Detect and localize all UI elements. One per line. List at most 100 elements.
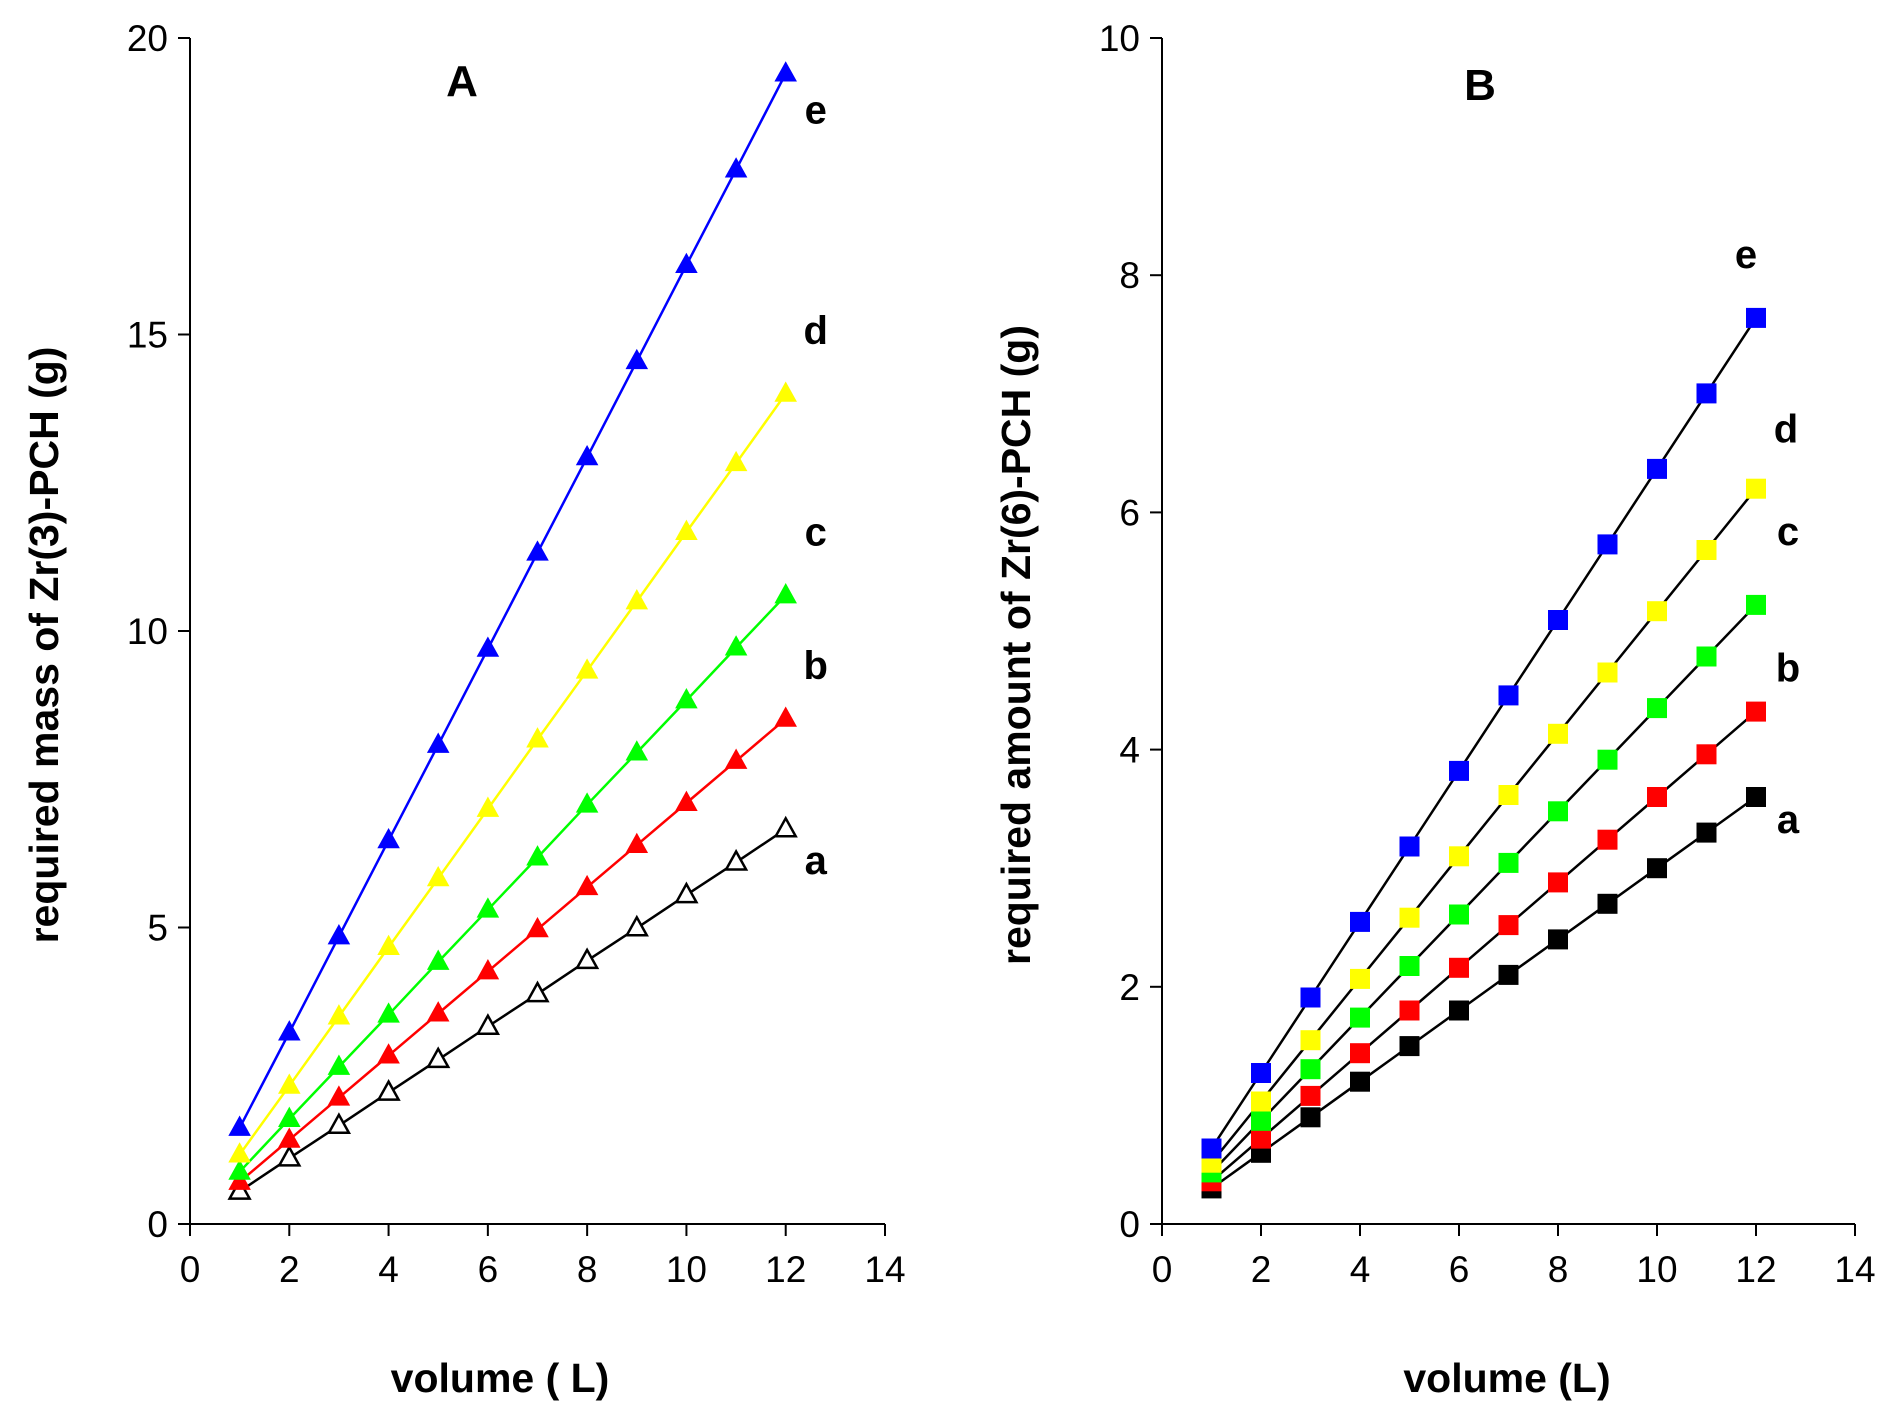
marker-e-6 [476,636,500,657]
marker-b-3 [327,1085,351,1106]
marker-b-4 [377,1043,400,1064]
marker-e-8 [1548,610,1568,630]
x-tick-label: 14 [864,1249,905,1290]
x-tick-label: 6 [1449,1249,1470,1290]
panel-a-y-axis-title: required mass of Zr(3)-PCH (g) [21,347,67,944]
x-tick-label: 6 [478,1249,499,1290]
marker-e-2 [278,1020,301,1041]
marker-e-3 [1300,987,1321,1008]
marker-a-12 [1746,787,1766,807]
y-tick-label: 10 [127,611,168,652]
marker-b-2 [278,1127,301,1148]
marker-e-8 [575,444,599,466]
y-tick-label: 15 [127,315,168,356]
x-tick-label: 10 [666,1249,707,1290]
marker-d-10 [1647,601,1667,622]
marker-d-8 [575,658,599,679]
marker-c-4 [377,1002,400,1023]
marker-d-12 [774,381,797,402]
marker-b-9 [1597,829,1618,850]
marker-a-8 [574,947,600,970]
marker-a-9 [624,914,649,937]
panel-b-series-labels: a b c d e [1735,233,1800,842]
marker-c-12 [1746,594,1766,615]
panel-b-lines [1210,317,1758,1190]
marker-c-10 [675,688,698,709]
marker-e-1 [228,1115,251,1136]
x-tick-label: 4 [1350,1249,1371,1290]
marker-d-6 [1449,846,1469,867]
series-line-d [1210,487,1757,1164]
marker-c-11 [724,635,748,656]
marker-b-5 [1399,1000,1420,1021]
marker-d-9 [625,589,649,610]
marker-a-10 [674,881,699,904]
marker-a-7 [525,980,550,1003]
x-tick-label: 0 [1152,1249,1173,1290]
marker-c-2 [278,1106,301,1127]
marker-c-4 [1350,1007,1370,1028]
marker-e-3 [327,924,351,945]
series-label-e: e [1735,233,1757,277]
marker-e-10 [1647,458,1667,479]
y-tick-label: 4 [1119,730,1140,771]
panel-a-title: A [446,57,478,106]
panel-a: A volume ( L) required mass of Zr(3)-PCH… [21,18,906,1401]
series-label-c: c [805,510,827,554]
panel-b-markers [1201,307,1766,1199]
x-tick-label: 2 [1251,1249,1272,1290]
y-tick-label: 10 [1099,18,1140,59]
marker-d-2 [1251,1091,1271,1112]
marker-b-8 [575,874,599,896]
marker-b-5 [426,1001,450,1022]
marker-d-8 [1548,723,1568,744]
marker-b-6 [476,959,500,980]
series-label-d: d [1774,408,1798,452]
marker-a-5 [1399,1036,1420,1057]
marker-c-3 [1300,1059,1321,1080]
marker-d-4 [1350,968,1370,989]
marker-e-2 [1251,1063,1271,1083]
marker-a-4 [376,1079,401,1101]
marker-e-7 [526,540,549,561]
marker-c-10 [1647,698,1667,719]
marker-d-1 [228,1142,251,1163]
marker-d-7 [1498,785,1519,805]
marker-e-11 [1696,383,1717,404]
marker-d-11 [1696,540,1717,560]
series-label-b: b [803,644,827,688]
y-tick-label: 20 [127,18,168,59]
marker-b-8 [1548,872,1568,893]
series-label-d: d [803,309,827,353]
panel-b-axes: 0 2 4 6 8 10 12 14 0 2 4 6 8 10 [1099,18,1876,1290]
marker-c-6 [476,897,500,918]
x-tick-label: 8 [577,1249,598,1290]
marker-e-4 [377,827,400,849]
marker-b-10 [675,790,698,811]
marker-c-3 [327,1054,351,1075]
marker-e-4 [1350,911,1370,932]
x-tick-label: 4 [378,1249,399,1290]
panel-b-title: B [1464,61,1496,110]
panel-a-series-labels: a b c d e [803,89,828,883]
marker-c-8 [575,792,599,813]
series-label-a: a [805,839,828,883]
marker-c-5 [426,949,450,970]
marker-e-5 [426,732,450,753]
marker-b-7 [1498,915,1519,936]
marker-e-6 [1449,760,1469,781]
marker-c-5 [1399,956,1420,976]
panel-a-lines [238,73,787,1193]
marker-b-7 [526,916,549,938]
marker-b-6 [1449,957,1469,978]
series-line-c [1210,604,1757,1174]
marker-c-7 [526,845,549,866]
marker-a-11 [723,848,749,871]
marker-b-12 [1746,701,1766,722]
series-line-b [1210,710,1757,1183]
marker-a-4 [1350,1071,1370,1092]
marker-d-11 [724,450,748,472]
marker-b-3 [1300,1085,1321,1106]
marker-e-10 [675,252,698,274]
